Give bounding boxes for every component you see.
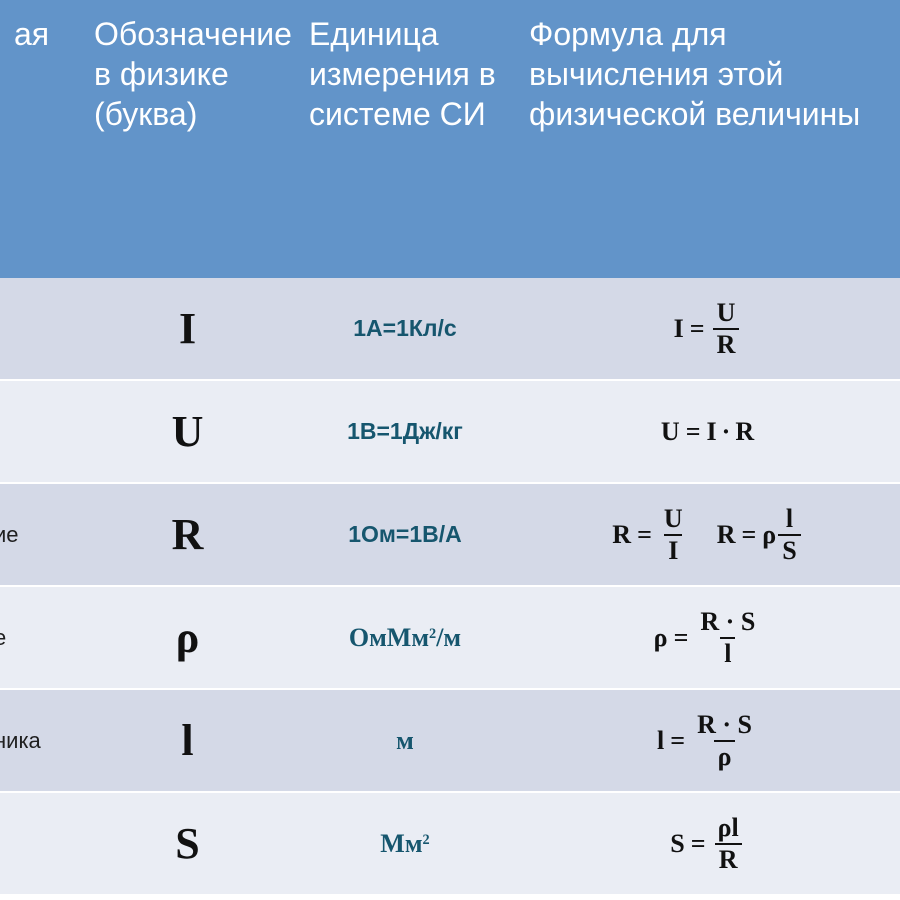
physics-quantities-table: ая Обозначение в физике (буква) Единица … [0, 0, 900, 900]
quantity-unit: м [295, 690, 515, 791]
header-col-symbol: Обозначение в физике (буква) [80, 0, 295, 278]
quantity-symbol: l [80, 690, 295, 791]
quantity-name-fragment: е [0, 587, 80, 688]
header-col-unit: Единица измерения в системе СИ [295, 0, 515, 278]
quantity-symbol: S [80, 793, 295, 894]
quantity-formula: l=R · Sρ [515, 690, 900, 791]
quantity-symbol: I [80, 278, 295, 379]
quantity-symbol: ρ [80, 587, 295, 688]
quantity-name-fragment: ника [0, 690, 80, 791]
quantity-symbol: U [80, 381, 295, 482]
quantity-unit: 1А=1Кл/с [295, 278, 515, 379]
quantity-unit: 1Ом=1В/А [295, 484, 515, 585]
table-row: SМм 2S=ρlR [0, 793, 900, 896]
quantity-formula: ρ=R · Sl [515, 587, 900, 688]
quantity-name-fragment [0, 793, 80, 894]
header-col-quantity: ая [0, 0, 80, 278]
quantity-formula: R=UIR=ρlS [515, 484, 900, 585]
table-header-row: ая Обозначение в физике (буква) Единица … [0, 0, 900, 278]
quantity-unit: ОмМм2 /м [295, 587, 515, 688]
table-row: еρОмМм2 /мρ=R · Sl [0, 587, 900, 690]
table-row: I1А=1Кл/сI=UR [0, 278, 900, 381]
quantity-symbol: R [80, 484, 295, 585]
quantity-formula: I=UR [515, 278, 900, 379]
quantity-name-fragment: ие [0, 484, 80, 585]
table-row: иеR1Ом=1В/АR=UIR=ρlS [0, 484, 900, 587]
table-row: никаlмl=R · Sρ [0, 690, 900, 793]
header-col-formula: Формула для вычисления этой физической в… [515, 0, 900, 278]
table-body: I1А=1Кл/сI=URU1В=1Дж/кгU=IRиеR1Ом=1В/АR=… [0, 278, 900, 896]
quantity-formula: U=IR [515, 381, 900, 482]
table-row: U1В=1Дж/кгU=IR [0, 381, 900, 484]
quantity-unit: Мм 2 [295, 793, 515, 894]
quantity-name-fragment [0, 278, 80, 379]
quantity-name-fragment [0, 381, 80, 482]
quantity-formula: S=ρlR [515, 793, 900, 894]
quantity-unit: 1В=1Дж/кг [295, 381, 515, 482]
